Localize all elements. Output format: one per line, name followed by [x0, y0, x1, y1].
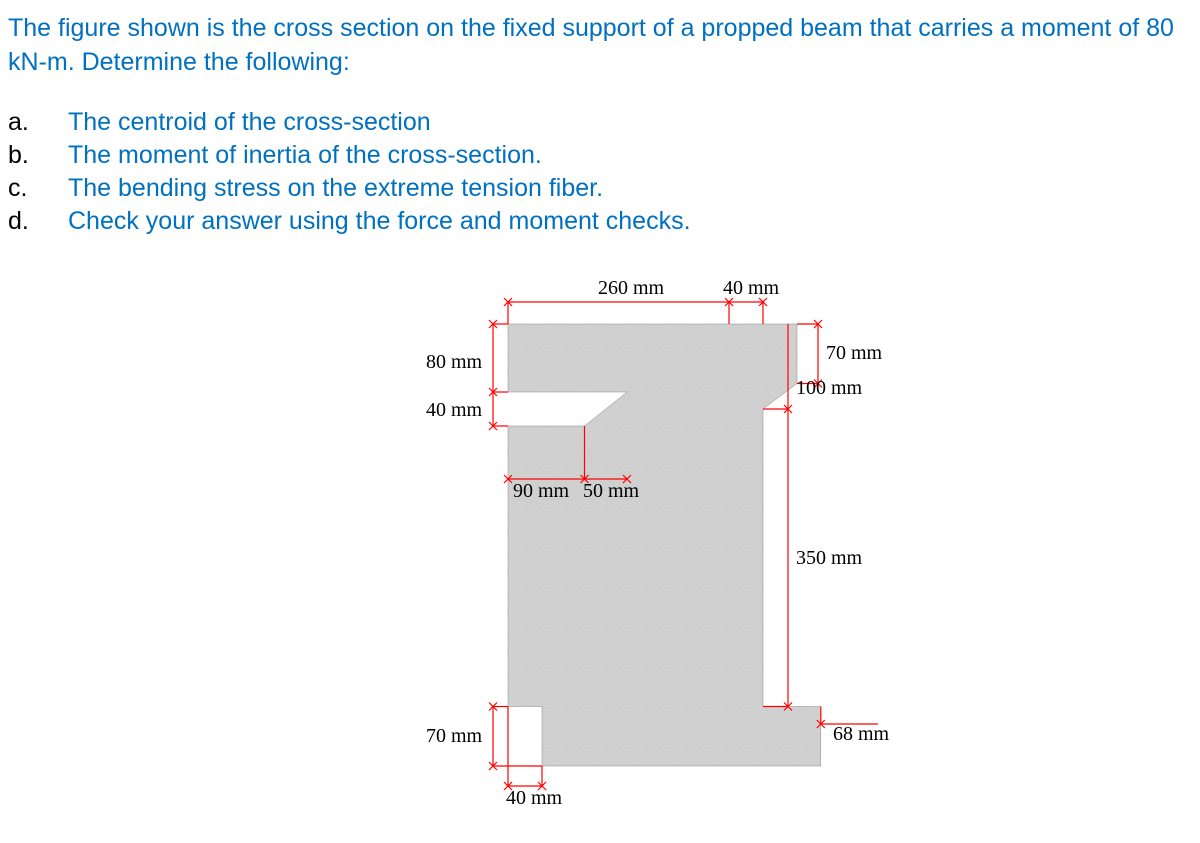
- item-d: Check your answer using the force and mo…: [68, 207, 1192, 236]
- dim-68: 68 mm: [833, 723, 890, 745]
- dim-80l: 80 mm: [426, 351, 483, 373]
- bullet-c: c.: [8, 174, 68, 203]
- bullet-a: a.: [8, 108, 68, 137]
- dim-350: 350 mm: [796, 547, 863, 569]
- dim-40l: 40 mm: [426, 399, 483, 421]
- question-list: a. The centroid of the cross-section b. …: [8, 108, 1192, 236]
- problem-intro: The figure shown is the cross section on…: [8, 12, 1192, 80]
- cross-section-figure: 260 mm 40 mm 70 mm 100 mm 350 mm: [388, 264, 988, 804]
- bullet-b: b.: [8, 141, 68, 170]
- dim-top40: 40 mm: [723, 277, 780, 299]
- dim-100: 100 mm: [796, 377, 863, 399]
- item-b: The moment of inertia of the cross-secti…: [68, 141, 1192, 170]
- dim-70bl: 70 mm: [426, 725, 483, 747]
- item-a: The centroid of the cross-section: [68, 108, 1192, 137]
- bullet-d: d.: [8, 207, 68, 236]
- dim-90: 90 mm: [513, 480, 570, 502]
- item-c: The bending stress on the extreme tensio…: [68, 174, 1192, 203]
- cross-section-shape: [508, 324, 821, 766]
- dim-260: 260 mm: [598, 277, 665, 299]
- dim-40b: 40 mm: [506, 787, 563, 804]
- dim-70r: 70 mm: [826, 342, 883, 364]
- dim-50: 50 mm: [583, 480, 640, 502]
- figure-container: 260 mm 40 mm 70 mm 100 mm 350 mm: [8, 264, 1200, 804]
